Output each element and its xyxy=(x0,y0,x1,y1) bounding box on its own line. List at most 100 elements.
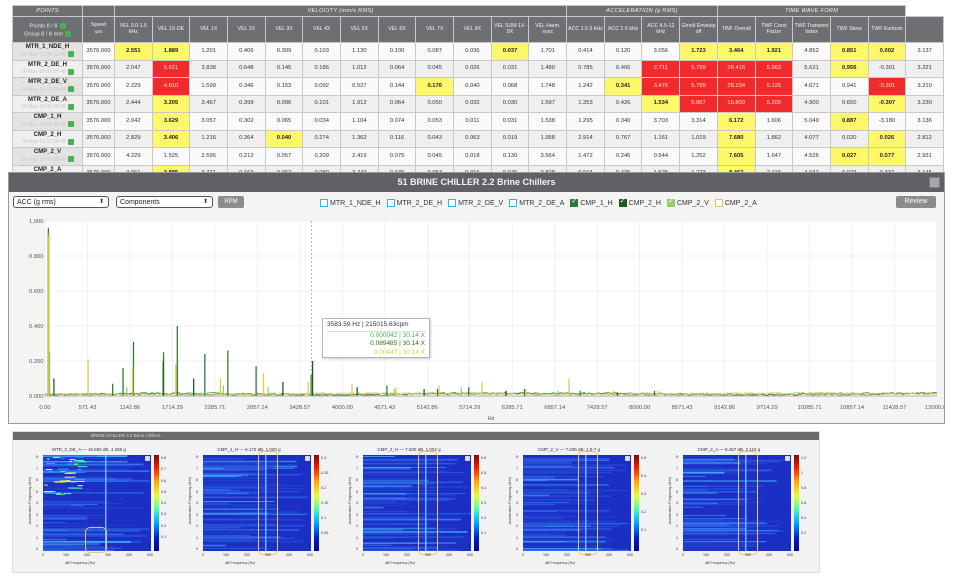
value-cell[interactable]: 0.064 xyxy=(377,94,417,113)
value-cell[interactable]: 1.104 xyxy=(340,112,379,131)
spectrogram-plot[interactable]: CMP_1_H — 6.172 dB, 1.000 g 0.3 0.25 0.2 0.1… xyxy=(185,447,337,569)
value-cell[interactable]: 0.956 xyxy=(829,59,869,78)
point-cell[interactable]: CMP_2_H 26-May-19 09:38:48 xyxy=(12,129,83,148)
value-cell[interactable]: 0.186 xyxy=(302,59,342,78)
legend-item[interactable]: CMP_2_H xyxy=(618,197,661,207)
value-cell[interactable]: 0.018 xyxy=(453,147,492,166)
legend-item[interactable]: CMP_2_A xyxy=(714,199,757,207)
value-cell[interactable]: 0.120 xyxy=(603,42,643,61)
value-cell[interactable]: 0.053 xyxy=(415,112,455,131)
value-cell[interactable]: 0.040 xyxy=(453,77,492,96)
value-cell[interactable]: 3.205 xyxy=(151,94,191,113)
legend-item[interactable]: CMP_2_V xyxy=(666,197,709,207)
value-cell[interactable]: 0.068 xyxy=(490,77,530,96)
column-header[interactable] xyxy=(905,16,944,43)
spectrum-plot[interactable]: 0.000 0.200 0.400 0.600 0.800 1.000 0.00 571.43… xyxy=(9,213,944,423)
legend-item[interactable]: CMP_1_H xyxy=(570,197,613,207)
value-cell[interactable]: 0.544 xyxy=(641,147,681,166)
value-cell[interactable]: 0.031 xyxy=(490,112,530,131)
value-cell[interactable]: 0.096 xyxy=(264,94,304,113)
checkbox-icon[interactable] xyxy=(666,197,675,207)
value-cell[interactable]: 1.216 xyxy=(189,129,229,148)
value-cell[interactable]: 1.472 xyxy=(566,147,605,166)
value-cell[interactable]: 5.621 xyxy=(792,59,831,78)
column-header[interactable]: TWF Skew xyxy=(829,16,869,43)
value-cell[interactable]: 0.045 xyxy=(415,59,455,78)
value-cell[interactable]: 0.036 xyxy=(453,42,492,61)
table-row[interactable]: MTR_2_DE_H 26-May-19 09:38:48 3576.000 2.04… xyxy=(12,59,944,78)
value-cell[interactable]: 0.026 xyxy=(867,129,907,148)
spectrogram-plot[interactable]: CMP_2_H — 7.680 dB, 1.002 g 0.6 0.5 0.4 0.3 0… xyxy=(345,447,497,569)
check-icon[interactable] xyxy=(64,30,71,37)
checkbox-icon[interactable] xyxy=(570,197,579,207)
rpm-button[interactable]: RPM xyxy=(218,196,244,208)
value-cell[interactable]: 2.047 xyxy=(114,59,153,78)
value-cell[interactable]: 1.019 xyxy=(679,129,718,148)
value-cell[interactable]: 1.723 xyxy=(679,42,718,61)
value-cell[interactable]: 3.467 xyxy=(189,94,229,113)
spectrogram-image[interactable] xyxy=(523,455,631,551)
value-cell[interactable]: 0.030 xyxy=(490,94,530,113)
legend-item[interactable]: MTR_1_NDE_H xyxy=(320,199,381,207)
value-cell[interactable]: 1.480 xyxy=(528,59,568,78)
column-header[interactable]: ACC 1-5 kHz xyxy=(603,16,643,43)
value-cell[interactable]: 7.605 xyxy=(716,147,756,166)
value-cell[interactable]: 0.050 xyxy=(415,94,455,113)
value-cell[interactable]: 1.921 xyxy=(754,42,794,61)
value-cell[interactable]: 0.212 xyxy=(227,147,266,166)
value-cell[interactable]: 4.671 xyxy=(792,77,831,96)
value-cell[interactable]: 3.136 xyxy=(905,112,944,131)
spectrum-svg[interactable]: 0.000 0.200 0.400 0.600 0.800 1.000 0.00 571.43… xyxy=(9,213,944,423)
value-cell[interactable]: 2.931 xyxy=(905,147,944,166)
value-cell[interactable]: 0.065 xyxy=(264,112,304,131)
value-cell[interactable]: 3.137 xyxy=(905,42,944,61)
value-cell[interactable]: 0.087 xyxy=(415,42,455,61)
value-cell[interactable]: -0.301 xyxy=(867,59,907,78)
value-cell[interactable]: 0.364 xyxy=(227,129,266,148)
value-cell[interactable]: 2.419 xyxy=(340,147,379,166)
legend-item[interactable]: MTR_2_DE_V xyxy=(448,199,503,207)
column-header[interactable]: TWF Crest Factor xyxy=(754,16,794,43)
value-cell[interactable]: 0.100 xyxy=(377,42,417,61)
value-cell[interactable]: 4.862 xyxy=(792,42,831,61)
value-cell[interactable]: 15.800 xyxy=(716,94,756,113)
value-cell[interactable]: 3.221 xyxy=(905,59,944,78)
value-cell[interactable]: 3.314 xyxy=(679,112,718,131)
value-cell[interactable]: 1.353 xyxy=(566,94,605,113)
value-cell[interactable]: 4.077 xyxy=(792,129,831,148)
spectrogram-image[interactable] xyxy=(363,455,471,551)
value-cell[interactable]: -3.180 xyxy=(867,112,907,131)
value-cell[interactable]: 0.019 xyxy=(490,129,530,148)
value-cell[interactable]: 3.564 xyxy=(528,147,568,166)
column-header[interactable]: VEL 4X xyxy=(302,16,342,43)
column-header[interactable]: Gmelt Envelop off xyxy=(679,16,718,43)
value-cell[interactable]: 0.077 xyxy=(867,147,907,166)
value-cell[interactable]: 1.525 xyxy=(151,147,191,166)
view-select[interactable]: Components ⬍ xyxy=(116,196,213,208)
value-cell[interactable]: 1.295 xyxy=(566,112,605,131)
column-header[interactable]: TWF Overall xyxy=(716,16,756,43)
value-cell[interactable]: 0.045 xyxy=(415,147,455,166)
value-cell[interactable]: 5.209 xyxy=(754,94,794,113)
value-cell[interactable]: 1.647 xyxy=(754,147,794,166)
column-header[interactable]: VEL 3X xyxy=(264,16,304,43)
value-cell[interactable]: 1.606 xyxy=(754,112,794,131)
value-cell[interactable]: 3.629 xyxy=(151,112,191,131)
table-row[interactable]: MTR_2_DE_A 26-May-19 09:38:48 3576.000 2.44… xyxy=(12,94,944,113)
value-cell[interactable]: 0.650 xyxy=(829,94,869,113)
value-cell[interactable]: 0.153 xyxy=(264,77,304,96)
value-cell[interactable]: 4.900 xyxy=(792,94,831,113)
value-cell[interactable]: 1.012 xyxy=(340,59,379,78)
spectrogram-plot[interactable]: MTR_2_DE_A — 15.860 dB, 4.286 g 0.8 0.7 0.6… xyxy=(25,447,177,569)
column-header[interactable]: VEL SUM 1X-8X xyxy=(490,16,530,43)
zoom-icon[interactable] xyxy=(305,456,310,461)
checkbox-icon[interactable] xyxy=(509,199,518,207)
check-icon[interactable] xyxy=(67,68,74,75)
spectrogram-image[interactable] xyxy=(43,455,151,551)
speed-header[interactable]: Speed rpm xyxy=(82,16,115,43)
value-cell[interactable]: 1.862 xyxy=(754,129,794,148)
value-cell[interactable]: 1.161 xyxy=(641,129,681,148)
value-cell[interactable]: 0.040 xyxy=(264,129,304,148)
value-cell[interactable]: 5.125 xyxy=(754,77,794,96)
column-header[interactable]: VEL 5X xyxy=(340,16,379,43)
